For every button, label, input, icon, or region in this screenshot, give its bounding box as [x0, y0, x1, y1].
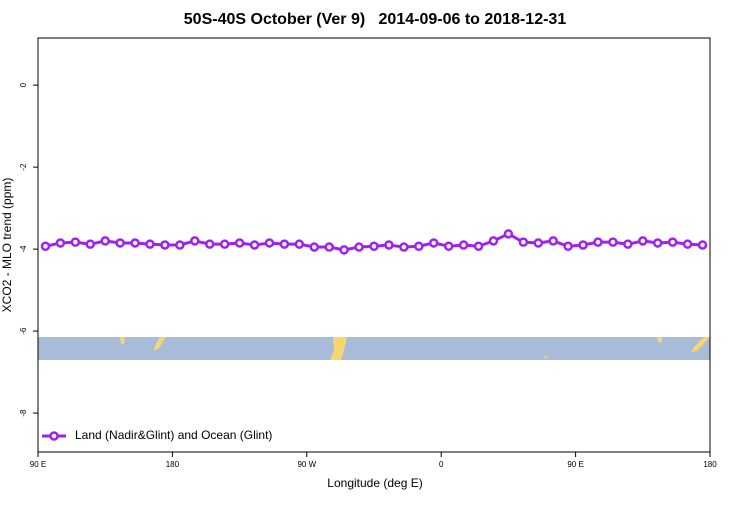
point: [697, 240, 708, 250]
y-tick-label: -8: [19, 409, 28, 417]
land-patch: [544, 356, 547, 359]
y-axis-label: XCO2 - MLO trend (ppm): [0, 178, 14, 313]
point: [339, 245, 349, 255]
point: [115, 238, 125, 248]
y-tick-label: 0: [19, 82, 28, 87]
y-tick-label: -2: [19, 163, 28, 171]
point: [264, 238, 275, 248]
x-tick-label: 90 E: [30, 460, 46, 469]
point: [40, 241, 51, 251]
point: [369, 241, 379, 251]
point: [219, 239, 230, 249]
land-patch: [691, 337, 710, 352]
point: [414, 241, 424, 251]
point: [623, 239, 633, 249]
point: [518, 237, 529, 247]
point: [234, 238, 245, 248]
land-patch: [330, 337, 347, 360]
legend-label: Land (Nadir&Glint) and Ocean (Glint): [75, 428, 272, 442]
y-tick-label: -6: [19, 327, 28, 335]
legend-marker: [49, 431, 59, 441]
chart-title: 50S-40S October (Ver 9) 2014-09-06 to 20…: [184, 11, 567, 28]
land-patch: [154, 337, 166, 351]
point: [204, 239, 215, 249]
x-tick-label: 0: [439, 460, 444, 469]
point: [608, 237, 618, 247]
point: [533, 238, 544, 248]
point: [70, 237, 81, 247]
point: [667, 237, 678, 247]
y-tick-label: -4: [19, 245, 28, 253]
map-strip: [38, 337, 710, 360]
land-patch: [657, 337, 662, 343]
land-patch: [120, 337, 125, 344]
x-tick-label: 90 E: [567, 460, 583, 469]
x-tick-label: 180: [166, 460, 180, 469]
plot-frame: [37, 37, 711, 453]
point: [160, 240, 170, 250]
point: [638, 236, 648, 246]
point: [55, 238, 66, 248]
point: [548, 236, 558, 246]
point: [384, 240, 394, 250]
ocean-strip: [38, 337, 710, 360]
point: [563, 241, 573, 251]
x-tick-label: 180: [703, 460, 717, 469]
point: [190, 236, 200, 246]
point: [443, 241, 454, 251]
point: [85, 239, 96, 249]
point: [145, 239, 155, 249]
x-axis-label: Longitude (deg E): [327, 476, 422, 490]
point: [578, 240, 588, 250]
point: [593, 237, 603, 247]
point: [309, 242, 320, 252]
point: [503, 229, 514, 239]
point: [354, 242, 364, 252]
point: [279, 239, 290, 249]
point: [473, 241, 484, 251]
point: [294, 239, 305, 249]
point: [324, 242, 334, 252]
point: [652, 238, 663, 248]
point: [249, 240, 260, 250]
x-tick-label: 90 W: [297, 460, 316, 469]
point: [458, 240, 469, 250]
point: [488, 236, 499, 246]
point: [175, 240, 185, 250]
point: [130, 238, 140, 248]
point: [428, 238, 439, 248]
point: [100, 236, 110, 246]
point: [399, 242, 409, 252]
point: [682, 239, 693, 249]
